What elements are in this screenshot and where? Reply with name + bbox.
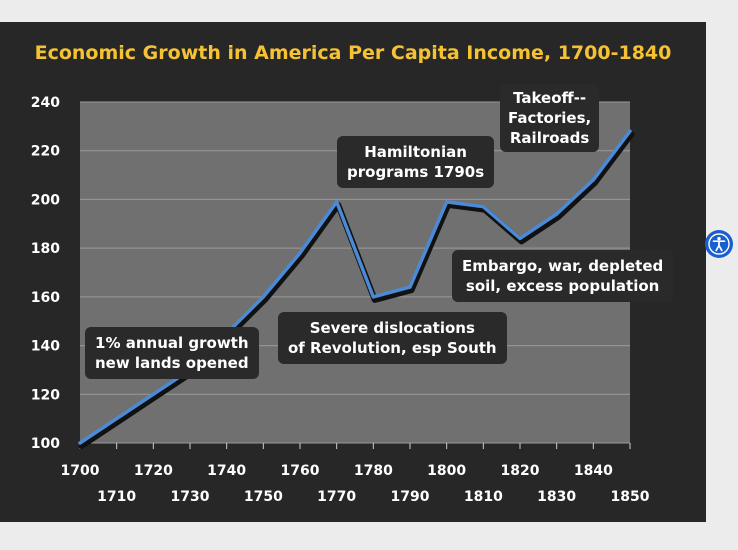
x-tick-label: 1790 <box>391 489 430 505</box>
x-tick-label: 1760 <box>281 463 320 479</box>
annotation-embargo: Embargo, war, depleted soil, excess popu… <box>452 250 674 302</box>
annotation-takeoff-line1: Takeoff-- <box>513 89 587 107</box>
annotation-growth-line1: 1% annual growth <box>95 334 249 352</box>
data-point <box>261 295 265 299</box>
annotation-takeoff-line3: Railroads <box>509 129 590 147</box>
x-tick-label: 1710 <box>97 489 136 505</box>
data-point <box>481 205 485 209</box>
x-tick-label: 1850 <box>611 489 650 505</box>
chart-title: Economic Growth in America Per Capita In… <box>34 42 672 64</box>
annotation-revolution: Severe dislocations of Revolution, esp S… <box>278 312 507 364</box>
y-tick-label: 220 <box>31 144 60 160</box>
slide: Economic Growth in America Per Capita In… <box>0 22 706 522</box>
data-point <box>408 285 412 289</box>
x-tick-label: 1740 <box>207 463 246 479</box>
x-tick-label: 1800 <box>427 463 466 479</box>
annotation-hamilton-line1: Hamiltonian <box>364 143 467 161</box>
y-tick-label: 180 <box>31 241 60 257</box>
x-tick-label: 1820 <box>501 463 540 479</box>
x-tick-label: 1750 <box>244 489 283 505</box>
annotation-growth-line2: new lands opened <box>95 354 249 372</box>
x-tick-label: 1830 <box>537 489 576 505</box>
y-tick-label: 100 <box>31 436 60 452</box>
data-point <box>335 200 339 204</box>
y-tick-label: 240 <box>31 95 60 111</box>
data-point <box>78 441 82 445</box>
data-point <box>591 178 595 182</box>
data-point <box>298 251 302 255</box>
x-tick-label: 1840 <box>574 463 613 479</box>
data-point <box>151 392 155 396</box>
data-point <box>371 295 375 299</box>
y-tick-label: 140 <box>31 339 60 355</box>
accessibility-person-icon <box>708 233 730 255</box>
annotation-hamilton: Hamiltonian programs 1790s <box>337 136 495 188</box>
y-tick-label: 200 <box>31 192 60 208</box>
x-tick-label: 1810 <box>464 489 503 505</box>
y-tick-label: 160 <box>31 290 60 306</box>
annotation-revolution-line2: of Revolution, esp South <box>288 339 497 357</box>
annotation-revolution-line1: Severe dislocations <box>309 319 475 337</box>
data-point <box>115 417 119 421</box>
x-tick-label: 1700 <box>61 463 100 479</box>
annotation-takeoff: Takeoff-- Factories, Railroads <box>500 84 600 152</box>
annotation-embargo-line1: Embargo, war, depleted <box>462 257 664 275</box>
accessibility-button[interactable] <box>705 230 733 258</box>
data-point <box>518 236 522 240</box>
y-tick-label: 120 <box>31 387 60 403</box>
data-point <box>445 200 449 204</box>
x-tick-label: 1720 <box>134 463 173 479</box>
series-line <box>78 129 632 445</box>
x-tick-label: 1770 <box>317 489 356 505</box>
annotation-embargo-line2: soil, excess population <box>465 277 660 295</box>
x-tick-label: 1780 <box>354 463 393 479</box>
data-point <box>555 212 559 216</box>
annotation-hamilton-line2: programs 1790s <box>347 163 485 181</box>
annotation-growth: 1% annual growth new lands opened <box>85 327 259 379</box>
x-tick-label: 1730 <box>171 489 210 505</box>
data-point <box>628 129 632 133</box>
annotation-takeoff-line2: Factories, <box>508 109 592 127</box>
